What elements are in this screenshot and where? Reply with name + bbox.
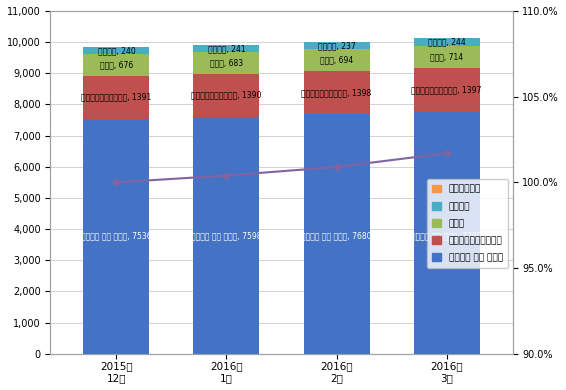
Text: カルコ, 714: カルコ, 714 xyxy=(430,52,463,61)
Text: オリックスカーシェア, 1397: オリックスカーシェア, 1397 xyxy=(411,85,482,94)
Bar xyxy=(303,49,370,71)
Bar xyxy=(414,68,479,111)
Text: オリックスカーシェア, 1390: オリックスカーシェア, 1390 xyxy=(191,91,261,100)
Text: ガリテコ, 244: ガリテコ, 244 xyxy=(428,37,465,46)
Bar xyxy=(194,45,259,52)
Bar xyxy=(83,76,149,119)
Bar xyxy=(83,55,149,76)
Bar xyxy=(194,117,259,354)
Text: カルコ, 676: カルコ, 676 xyxy=(100,60,133,69)
Text: ガリテコ, 240: ガリテコ, 240 xyxy=(97,46,135,55)
Text: タイムズ カー プラス, 7536: タイムズ カー プラス, 7536 xyxy=(81,231,152,240)
Bar xyxy=(303,42,370,49)
Legend: アース・カー, ガリテコ, カルコ, オリックスカーシェア, タイムズ カー プラス: アース・カー, ガリテコ, カルコ, オリックスカーシェア, タイムズ カー プ… xyxy=(427,179,508,268)
Bar xyxy=(414,111,479,354)
Text: タイムズ カー プラス, 7680: タイムズ カー プラス, 7680 xyxy=(301,231,372,240)
Text: ガリテコ, 237: ガリテコ, 237 xyxy=(318,41,355,50)
Bar xyxy=(83,119,149,354)
Text: ガリテコ, 241: ガリテコ, 241 xyxy=(208,44,245,53)
Text: カルコ, 683: カルコ, 683 xyxy=(210,58,243,67)
Bar xyxy=(83,47,149,55)
Text: オリックスカーシェア, 1398: オリックスカーシェア, 1398 xyxy=(301,88,371,97)
Text: タイムズ カー プラス, 7598: タイムズ カー プラス, 7598 xyxy=(191,231,261,240)
Bar xyxy=(194,52,259,74)
Text: タイムズ カー プラス, 7780: タイムズ カー プラス, 7780 xyxy=(411,231,482,240)
Text: カルコ, 694: カルコ, 694 xyxy=(320,55,353,64)
Bar xyxy=(303,71,370,114)
Bar xyxy=(194,74,259,117)
Text: オリックスカーシェア, 1391: オリックスカーシェア, 1391 xyxy=(82,93,152,102)
Bar xyxy=(414,46,479,68)
Bar xyxy=(303,114,370,354)
Bar xyxy=(414,38,479,46)
